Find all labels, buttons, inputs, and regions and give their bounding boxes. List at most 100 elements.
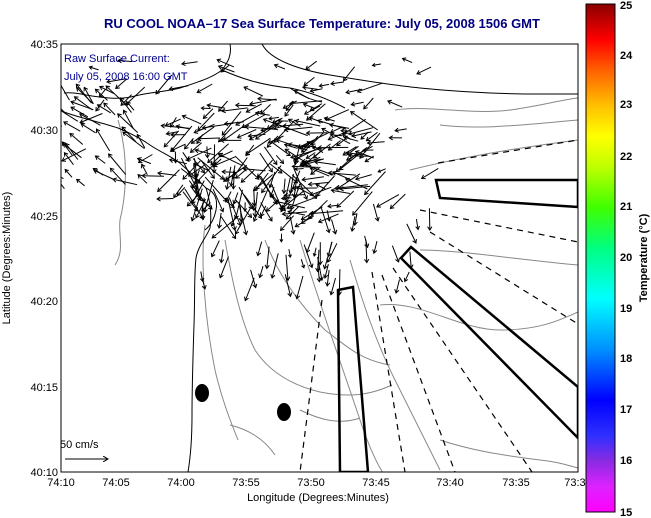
- current-vector: [289, 216, 295, 234]
- y-tick-label: 40:25: [30, 211, 58, 223]
- current-vector-head: [270, 274, 276, 279]
- current-vector-head: [106, 78, 111, 85]
- current-vector: [99, 88, 107, 98]
- current-vector-head: [330, 80, 335, 86]
- current-vector: [120, 97, 132, 113]
- current-vector: [200, 271, 204, 282]
- current-vector-head: [281, 189, 287, 195]
- current-vector: [238, 202, 247, 235]
- current-vector: [74, 96, 93, 111]
- current-vector: [64, 152, 74, 166]
- current-vector-head: [48, 96, 52, 100]
- current-vector-head: [168, 86, 174, 92]
- current-vector-head: [315, 192, 321, 197]
- current-vector: [204, 176, 228, 202]
- bathy-contour-1: [114, 119, 126, 266]
- current-vector: [421, 167, 439, 179]
- current-vector-head: [377, 169, 382, 173]
- current-vector: [253, 189, 269, 222]
- current-vector: [330, 277, 336, 295]
- current-vector-head: [273, 63, 279, 69]
- current-vector: [190, 142, 202, 153]
- current-vector-head: [277, 169, 283, 174]
- coastline-raritan-bay: [63, 111, 207, 189]
- current-vector-head: [351, 133, 357, 139]
- radar-sector-south: [336, 285, 370, 472]
- current-vector: [404, 271, 410, 282]
- current-vector: [176, 187, 186, 196]
- current-vector-head: [157, 170, 162, 176]
- current-vector: [263, 146, 278, 165]
- current-vector: [93, 168, 104, 176]
- current-vector-head: [243, 86, 249, 91]
- current-vector: [254, 192, 258, 217]
- current-vector: [390, 193, 406, 209]
- current-vector: [238, 186, 253, 209]
- current-vector-head: [230, 203, 235, 208]
- current-vector: [409, 251, 412, 269]
- bathy-contour-9: [419, 249, 578, 266]
- current-vector-head: [323, 274, 329, 279]
- current-vector-head: [286, 204, 292, 210]
- current-vector-head: [326, 217, 332, 222]
- current-vector: [310, 186, 332, 196]
- radar-ray-4: [392, 267, 533, 472]
- current-vector-head: [349, 111, 355, 116]
- current-vector-head: [61, 157, 67, 162]
- current-vector: [301, 214, 313, 224]
- current-vector-head: [241, 123, 247, 129]
- current-vector: [376, 194, 400, 208]
- current-vector-head: [374, 216, 380, 222]
- current-vector: [284, 105, 294, 117]
- coastline-rockaway: [221, 69, 346, 109]
- current-vector: [257, 159, 273, 178]
- current-vector: [207, 143, 229, 163]
- current-vector-head: [216, 58, 222, 64]
- current-vector: [170, 125, 193, 152]
- current-vector-head: [109, 167, 115, 173]
- current-vector-head: [283, 195, 289, 201]
- current-vector-head: [266, 143, 272, 148]
- current-vector-head: [293, 89, 299, 95]
- current-vector: [157, 198, 174, 200]
- current-vector: [243, 168, 266, 172]
- current-vector-head: [287, 209, 293, 215]
- current-vector: [300, 259, 305, 268]
- current-vector-head: [285, 214, 291, 220]
- current-vector: [276, 123, 308, 137]
- current-vector: [289, 173, 294, 194]
- current-vector-head: [63, 151, 69, 157]
- current-vector-head: [427, 226, 433, 232]
- current-vector: [184, 188, 204, 220]
- current-vector: [293, 150, 314, 161]
- current-vector: [266, 135, 279, 148]
- current-vector-head: [403, 277, 409, 283]
- current-vector-head: [121, 126, 127, 132]
- current-vector-head: [64, 168, 69, 174]
- current-vector: [221, 107, 248, 112]
- current-vector-head: [163, 142, 169, 148]
- current-vector: [95, 155, 106, 164]
- current-vector: [219, 256, 229, 278]
- current-vector-head: [181, 114, 187, 120]
- current-vector-head: [189, 148, 195, 154]
- current-vector-head: [364, 158, 369, 163]
- bathy-contour-2: [202, 224, 239, 441]
- current-vector: [181, 61, 198, 65]
- colorbar-tick-label: 17: [620, 404, 632, 416]
- current-vector-head: [345, 89, 351, 95]
- current-vector-head: [175, 124, 181, 130]
- current-vector-head: [173, 193, 178, 199]
- current-vector: [64, 169, 73, 178]
- current-vector: [342, 133, 352, 141]
- current-vector-head: [217, 64, 223, 70]
- current-vector-head: [231, 234, 237, 240]
- current-vector: [166, 131, 178, 135]
- current-vector: [138, 154, 153, 163]
- current-vector-head: [182, 175, 187, 180]
- current-vector-head: [170, 147, 175, 153]
- current-vector: [273, 119, 296, 143]
- current-vector: [326, 270, 330, 286]
- x-tick-label: 73:55: [232, 477, 260, 489]
